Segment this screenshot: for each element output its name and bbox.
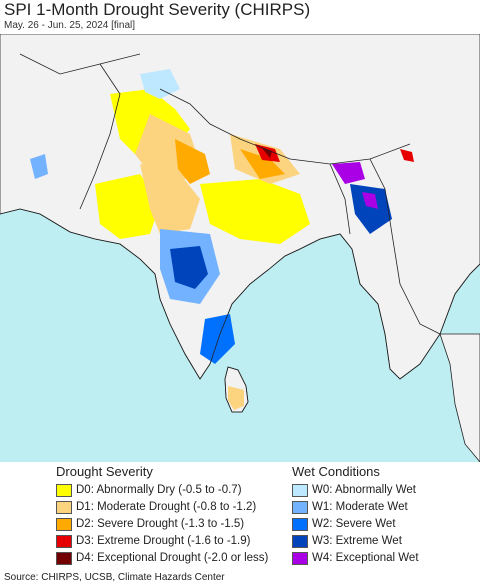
map-canvas: [0, 34, 480, 462]
legend-label-d2: D2: Severe Drought (-1.3 to -1.5): [76, 518, 245, 530]
border-afghanistan: [19, 53, 141, 75]
d0-area-2: [95, 174, 160, 239]
sri-lanka-outline: [224, 366, 249, 413]
legend-label-w2: W2: Severe Wet: [312, 518, 396, 530]
w4-area-2: [362, 192, 378, 209]
land-southeast: [439, 333, 480, 462]
legend-label-w4: W4: Exceptional Wet: [312, 552, 419, 564]
d1-area-2: [140, 164, 200, 234]
legend-swatch-d2: [56, 517, 72, 531]
d2-area-3: [240, 149, 285, 179]
source-credit: Source: CHIRPS, UCSB, Climate Hazards Ce…: [4, 572, 225, 583]
d0-area-3: [200, 179, 310, 244]
border-myanmar: [369, 158, 441, 335]
w3-area-2: [350, 184, 392, 234]
legend-label-w3: W3: Extreme Wet: [312, 535, 402, 547]
legend-wet-heading: Wet Conditions: [292, 464, 380, 479]
legend-swatch-w1: [292, 500, 308, 514]
legend-swatch-d1: [56, 500, 72, 514]
legend-item-w0: W0: Abnormally Wet: [292, 482, 416, 498]
legend-item-d2: D2: Severe Drought (-1.3 to -1.5): [56, 516, 244, 532]
legend-label-w0: W0: Abnormally Wet: [312, 484, 416, 496]
legend-item-w1: W1: Moderate Wet: [292, 499, 408, 515]
w4-area: [332, 162, 365, 184]
south-asia-map: [0, 34, 480, 462]
legend-item-d4: D4: Exceptional Drought (-2.0 or less): [56, 550, 268, 566]
legend-swatch-d4: [56, 551, 72, 565]
w3-area: [170, 246, 208, 289]
legend-item-w2: W2: Severe Wet: [292, 516, 396, 532]
legend-label-d1: D1: Moderate Drought (-0.8 to -1.2): [76, 501, 257, 513]
legend-swatch-w2: [292, 517, 308, 531]
border-east: [329, 163, 351, 235]
d2-area: [175, 139, 210, 184]
legend-swatch-w0: [292, 483, 308, 497]
legend-item-w4: W4: Exceptional Wet: [292, 550, 419, 566]
coastline: [0, 208, 480, 380]
legend-item-d3: D3: Extreme Drought (-1.6 to -1.9): [56, 533, 250, 549]
boundaries: [0, 53, 480, 413]
legend-swatch-w3: [292, 534, 308, 548]
legend-swatch-d0: [56, 483, 72, 497]
legend-swatch-d3: [56, 534, 72, 548]
d3-area-2: [400, 149, 414, 162]
legend-item-d1: D1: Moderate Drought (-0.8 to -1.2): [56, 499, 256, 515]
d1-area-sri-lanka: [228, 386, 244, 410]
w2-area: [200, 314, 235, 364]
w1-area: [30, 154, 48, 179]
legend-label-d0: D0: Abnormally Dry (-0.5 to -0.7): [76, 484, 242, 496]
legend-label-d3: D3: Extreme Drought (-1.6 to -1.9): [76, 535, 251, 547]
border-west: [79, 63, 121, 210]
legend-drought-heading: Drought Severity: [56, 464, 153, 479]
legend-label-w1: W1: Moderate Wet: [312, 501, 408, 513]
legend-label-d4: D4: Exceptional Drought (-2.0 or less): [76, 552, 269, 564]
map-title: SPI 1-Month Drought Severity (CHIRPS): [4, 0, 311, 19]
legend-item-w3: W3: Extreme Wet: [292, 533, 402, 549]
map-subtitle: May. 26 - Jun. 25, 2024 [final]: [4, 20, 136, 31]
severity-shading: [30, 69, 414, 410]
border-north: [159, 88, 411, 165]
legend-swatch-w4: [292, 551, 308, 565]
legend-item-d0: D0: Abnormally Dry (-0.5 to -0.7): [56, 482, 242, 498]
w0-area: [140, 69, 180, 99]
